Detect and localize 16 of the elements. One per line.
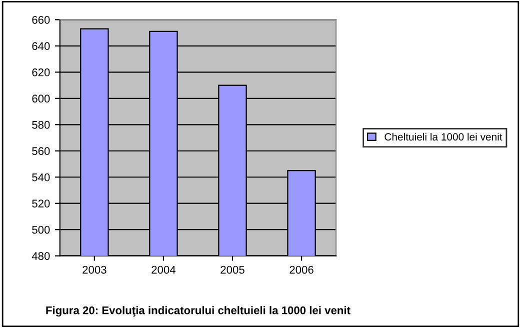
legend-label: Cheltuieli la 1000 lei venit <box>384 132 502 141</box>
y-tick-label: 500 <box>32 226 50 234</box>
x-tick-label: 2003 <box>82 266 106 274</box>
y-tick-label: 660 <box>32 16 50 24</box>
x-tick-label: 2006 <box>290 266 314 274</box>
y-tick-label: 480 <box>32 252 50 260</box>
text: Figura 20: Evoluţia indicatorului cheltuieli la 1000 lei venit <box>46 306 350 317</box>
y-tick-label: 580 <box>32 120 50 129</box>
x-tick-label: 2004 <box>152 266 176 274</box>
y-tick-label: 620 <box>32 68 50 76</box>
y-tick-label: 540 <box>32 173 50 182</box>
y-tick-label: 560 <box>32 147 50 156</box>
y-tick-label: 600 <box>32 94 50 103</box>
y-tick-label: 520 <box>32 200 50 208</box>
x-tick-label: 2005 <box>220 266 244 274</box>
y-tick-label: 640 <box>32 42 50 50</box>
